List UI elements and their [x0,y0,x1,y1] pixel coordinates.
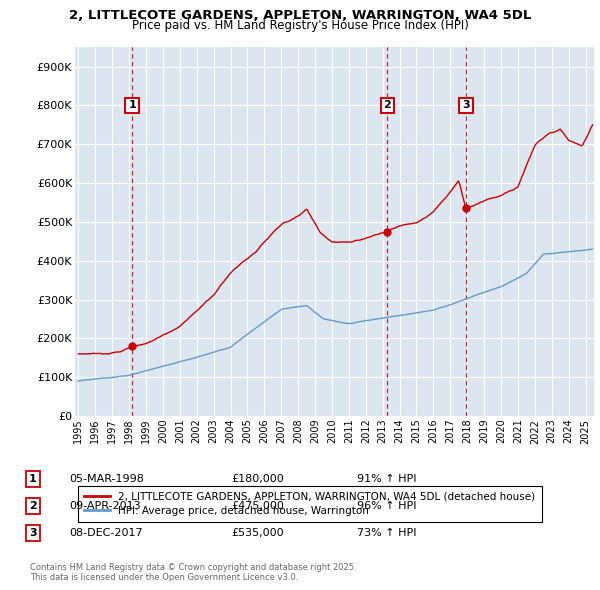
Text: 2: 2 [29,502,37,511]
Text: Price paid vs. HM Land Registry's House Price Index (HPI): Price paid vs. HM Land Registry's House … [131,19,469,32]
Text: 1: 1 [29,474,37,484]
Text: £475,000: £475,000 [231,502,284,511]
Text: £180,000: £180,000 [231,474,284,484]
Text: 3: 3 [29,529,37,538]
Text: 2: 2 [383,100,391,110]
Text: 05-MAR-1998: 05-MAR-1998 [69,474,144,484]
Text: 09-APR-2013: 09-APR-2013 [69,502,140,511]
Text: 96% ↑ HPI: 96% ↑ HPI [357,502,416,511]
Text: Contains HM Land Registry data © Crown copyright and database right 2025.
This d: Contains HM Land Registry data © Crown c… [30,563,356,582]
Text: 73% ↑ HPI: 73% ↑ HPI [357,529,416,538]
Text: 2, LITTLECOTE GARDENS, APPLETON, WARRINGTON, WA4 5DL: 2, LITTLECOTE GARDENS, APPLETON, WARRING… [69,9,531,22]
Text: £535,000: £535,000 [231,529,284,538]
Text: 91% ↑ HPI: 91% ↑ HPI [357,474,416,484]
Text: 3: 3 [462,100,470,110]
Text: 08-DEC-2017: 08-DEC-2017 [69,529,143,538]
Legend: 2, LITTLECOTE GARDENS, APPLETON, WARRINGTON, WA4 5DL (detached house), HPI: Aver: 2, LITTLECOTE GARDENS, APPLETON, WARRING… [77,486,542,522]
Text: 1: 1 [128,100,136,110]
